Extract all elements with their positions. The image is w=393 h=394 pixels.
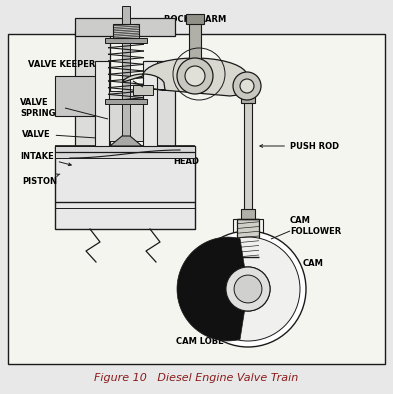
Bar [55, 146, 195, 158]
Bar [244, 98, 252, 219]
Bar [189, 22, 201, 64]
Bar [186, 14, 204, 24]
Bar [241, 209, 255, 219]
Circle shape [234, 275, 262, 303]
Polygon shape [55, 76, 109, 141]
Text: CAM LOBE: CAM LOBE [176, 322, 225, 346]
Bar [133, 85, 153, 95]
Bar [109, 91, 143, 141]
Text: INTAKE: INTAKE [20, 152, 71, 165]
Polygon shape [122, 58, 250, 96]
Text: CAM: CAM [281, 260, 324, 275]
Bar [105, 38, 147, 43]
Bar [75, 18, 175, 36]
Bar [241, 93, 255, 103]
Bar [55, 146, 195, 229]
Circle shape [177, 58, 213, 94]
Text: PUSH ROD: PUSH ROD [260, 141, 339, 151]
Text: ROCKER ARM: ROCKER ARM [164, 15, 226, 54]
Circle shape [233, 72, 261, 100]
Bar [105, 99, 147, 104]
Circle shape [226, 267, 270, 311]
Circle shape [196, 237, 300, 341]
Text: CAM
FOLLOWER: CAM FOLLOWER [290, 216, 341, 236]
Circle shape [226, 267, 270, 311]
Circle shape [240, 79, 254, 93]
Circle shape [190, 231, 306, 347]
Text: PISTON: PISTON [22, 174, 60, 186]
Bar [75, 31, 110, 146]
Circle shape [185, 66, 205, 86]
Bar [145, 61, 175, 146]
Text: HEAD: HEAD [173, 156, 199, 165]
Text: VALVE
SPRING: VALVE SPRING [20, 98, 55, 117]
Bar [95, 61, 109, 146]
Text: Figure 10   Diesel Engine Valve Train: Figure 10 Diesel Engine Valve Train [94, 373, 298, 383]
Polygon shape [110, 136, 142, 146]
Bar [237, 219, 259, 257]
Text: VALVE KEEPER: VALVE KEEPER [28, 59, 109, 74]
Bar [122, 6, 130, 146]
Bar [8, 34, 385, 364]
Polygon shape [177, 237, 244, 341]
Text: VALVE: VALVE [22, 130, 108, 140]
Bar [143, 61, 157, 146]
Bar [233, 219, 263, 261]
Bar [113, 24, 139, 38]
Circle shape [234, 275, 262, 303]
